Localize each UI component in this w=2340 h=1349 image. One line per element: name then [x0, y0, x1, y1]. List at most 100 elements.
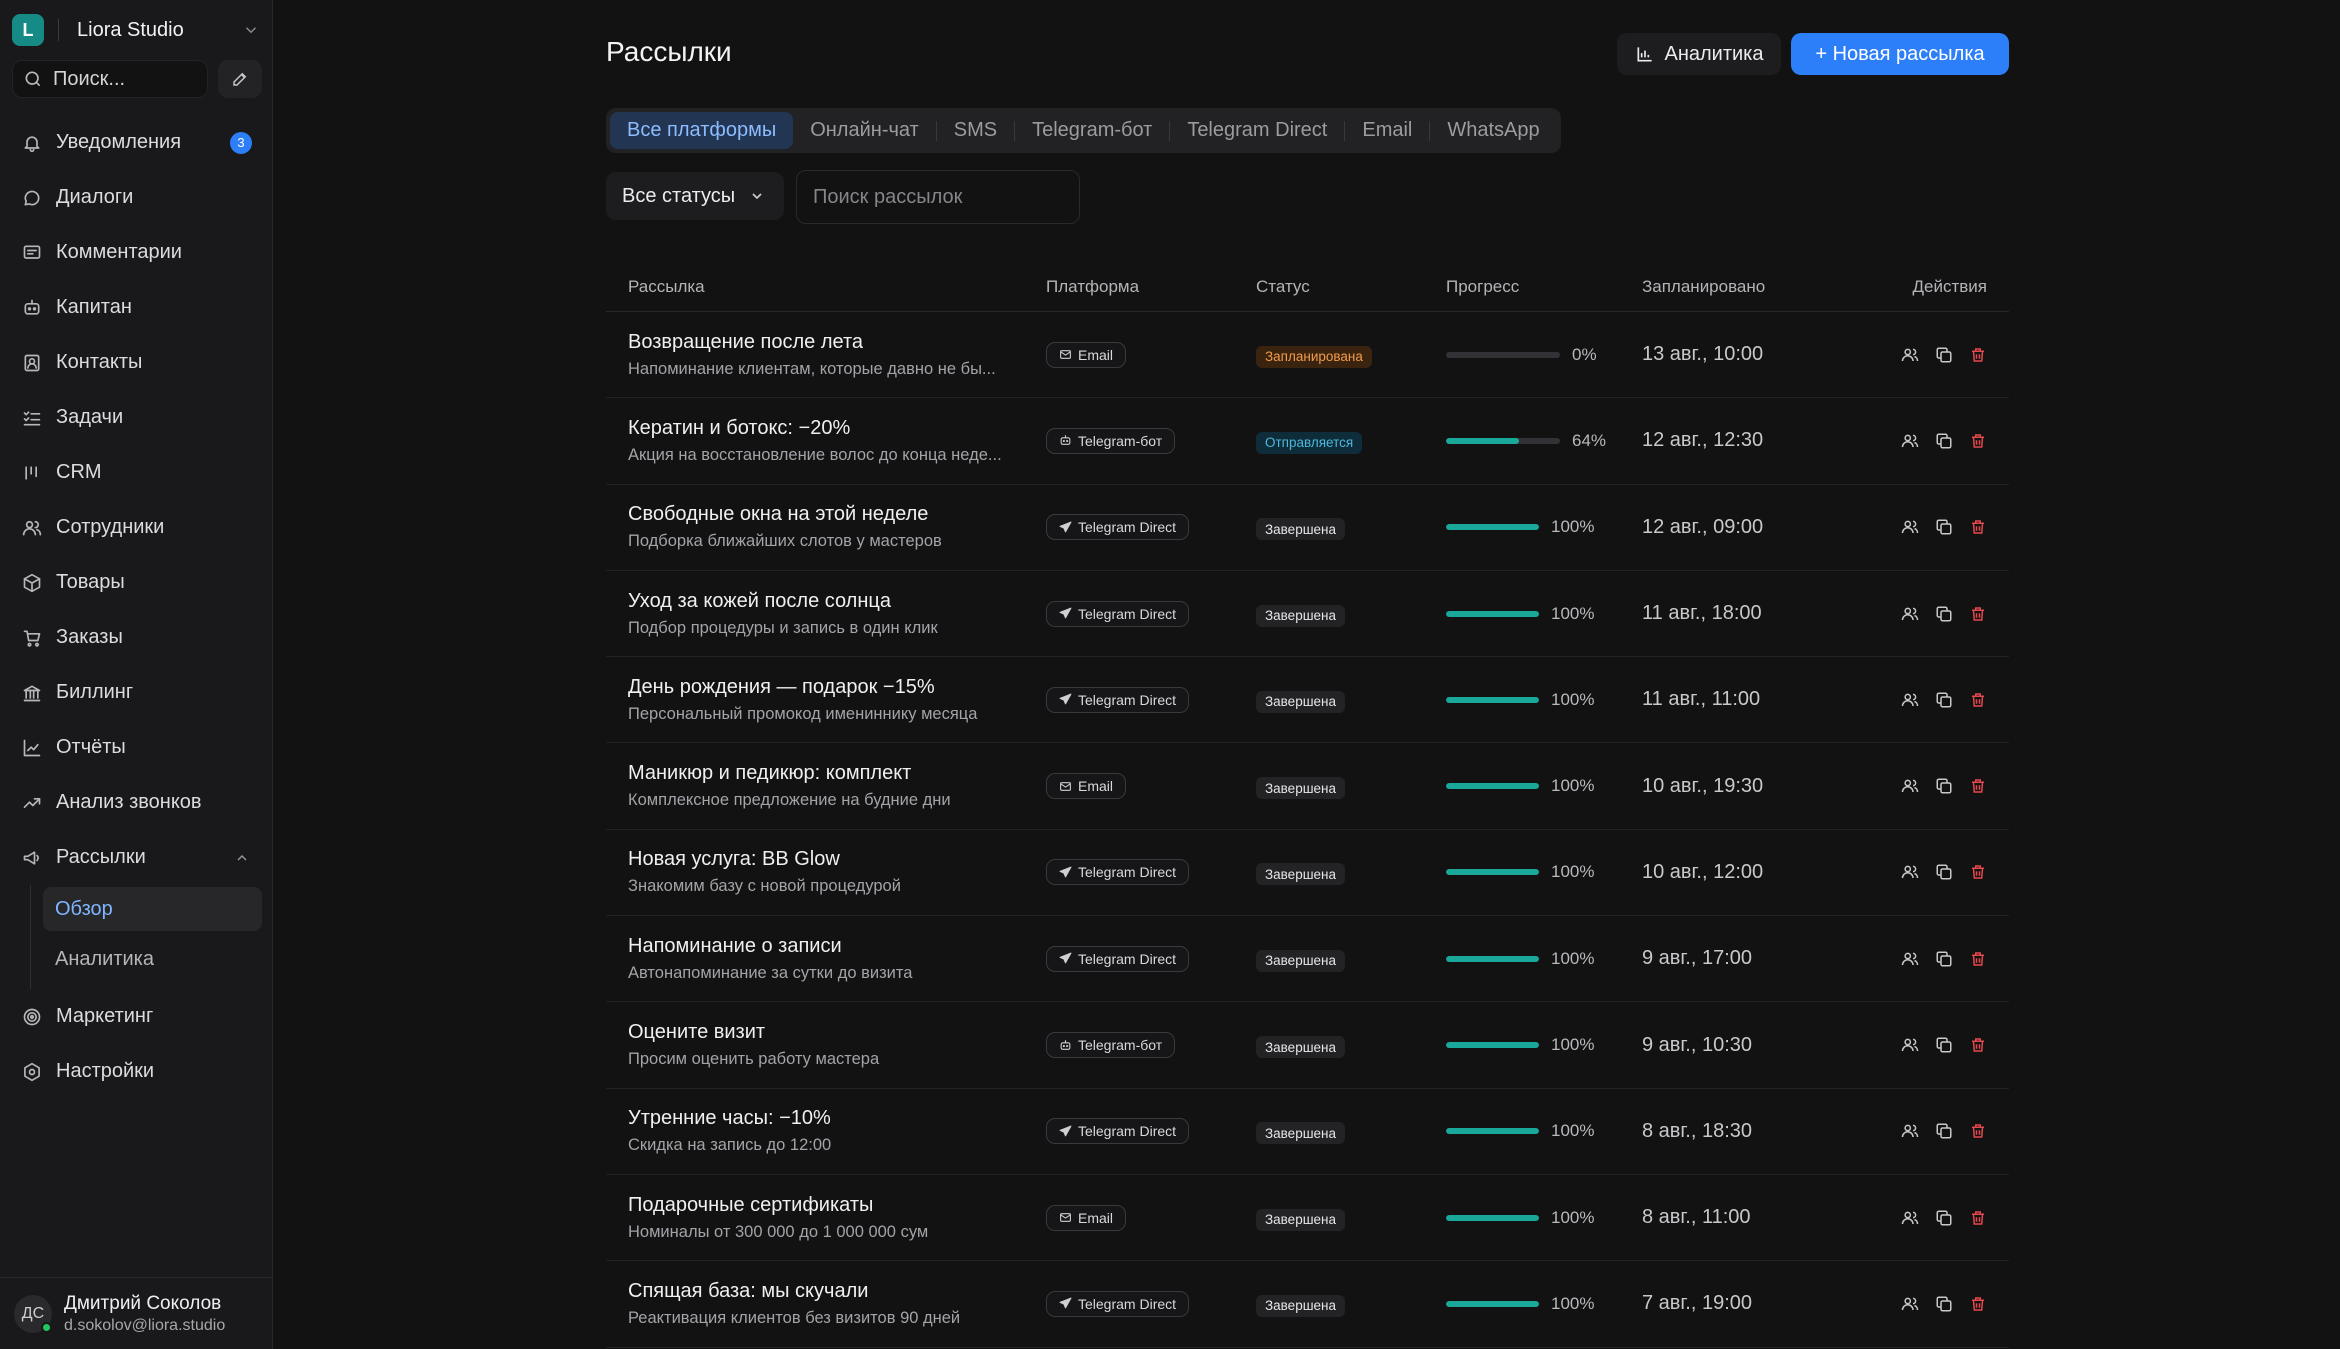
scheduled-date: 12 авг., 12:30 [1642, 429, 1764, 452]
status-badge: Завершена [1256, 1208, 1346, 1231]
duplicate-icon[interactable] [1935, 950, 1953, 968]
status-filter-dropdown[interactable]: Все статусы [606, 172, 784, 220]
profile-name: Дмитрий Соколов [64, 1292, 222, 1314]
table-row[interactable]: Напоминание о записи Автонапоминание за с… [606, 916, 2009, 1003]
duplicate-icon[interactable] [1935, 1209, 1953, 1227]
trash-icon[interactable] [1969, 691, 1987, 709]
recipients-icon[interactable] [1901, 1295, 1919, 1313]
tab-platform-2[interactable]: SMS [953, 119, 998, 141]
sidebar-item-4[interactable]: Контакты [12, 335, 262, 390]
sidebar-item-1[interactable]: Диалоги [12, 170, 262, 225]
submenu-item-1[interactable]: Аналитика [55, 947, 154, 970]
recipients-icon[interactable] [1901, 432, 1919, 450]
workspace-switcher[interactable]: L Liora Studio [12, 12, 260, 48]
sidebar-nav: Уведомления 3 Диалоги Комментарии Капитан Кон… [12, 115, 262, 1099]
trash-icon[interactable] [1969, 950, 1987, 968]
sidebar-item-7[interactable]: Сотрудники [12, 500, 262, 555]
table-row[interactable]: Спящая база: мы скучали Реактивация клиен… [606, 1261, 2009, 1348]
recipients-icon[interactable] [1901, 605, 1919, 623]
table-row[interactable]: Свободные окна на этой неделе Подборка бл… [606, 485, 2009, 571]
online-status-dot [41, 1321, 52, 1333]
platform-cell: Telegram-бот [1046, 427, 1256, 454]
duplicate-icon[interactable] [1935, 1122, 1953, 1140]
sidebar-item-11[interactable]: Отчёты [12, 720, 262, 775]
campaign-description: Подбор процедуры и запись в один клик [628, 618, 938, 637]
sidebar-item-label: Рассылки [56, 846, 146, 868]
status-cell: Запланирована [1256, 342, 1446, 368]
table-row[interactable]: Подарочные сертификаты Номиналы от 300 00… [606, 1175, 2009, 1262]
sidebar-item-5[interactable]: Задачи [12, 390, 262, 445]
tab-platform-1[interactable]: Онлайн-чат [810, 119, 919, 141]
trash-icon[interactable] [1969, 432, 1987, 450]
recipients-icon[interactable] [1901, 1209, 1919, 1227]
trash-icon[interactable] [1969, 777, 1987, 795]
trash-icon[interactable] [1969, 605, 1987, 623]
trash-icon[interactable] [1969, 1209, 1987, 1227]
sidebar-search[interactable]: Поиск... [12, 60, 208, 98]
recipients-icon[interactable] [1901, 518, 1919, 536]
duplicate-icon[interactable] [1935, 518, 1953, 536]
campaign-search-input[interactable] [796, 170, 1080, 224]
table-row[interactable]: Возвращение после лета Напоминание клиент… [606, 312, 2009, 399]
trash-icon[interactable] [1969, 346, 1987, 364]
table-row[interactable]: Кератин и ботокс: −20% Акция на восстанов… [606, 398, 2009, 485]
recipients-icon[interactable] [1901, 1036, 1919, 1054]
trash-icon[interactable] [1969, 1122, 1987, 1140]
sidebar-item-0[interactable]: Уведомления 3 [12, 115, 262, 170]
duplicate-icon[interactable] [1935, 1036, 1953, 1054]
compose-button[interactable] [218, 60, 262, 98]
sidebar-item-15[interactable]: Настройки [12, 1044, 262, 1099]
sidebar-item-14[interactable]: Маркетинг [12, 989, 262, 1044]
sidebar-item-9[interactable]: Заказы [12, 610, 262, 665]
recipients-icon[interactable] [1901, 346, 1919, 364]
tab-platform-6[interactable]: WhatsApp [1447, 119, 1540, 141]
user-profile[interactable]: ДС Дмитрий Соколов d.sokolov@liora.studi… [0, 1277, 273, 1349]
duplicate-icon[interactable] [1935, 863, 1953, 881]
analytics-button[interactable]: Аналитика [1617, 33, 1781, 75]
table-row[interactable]: День рождения — подарок −15% Персональный… [606, 657, 2009, 744]
mail-icon [1060, 1213, 1071, 1222]
duplicate-icon[interactable] [1935, 777, 1953, 795]
table-row[interactable]: Маникюр и педикюр: комплект Комплексное п… [606, 743, 2009, 830]
trash-icon[interactable] [1969, 1295, 1987, 1313]
sidebar-item-3[interactable]: Капитан [12, 280, 262, 335]
sidebar: L Liora Studio Поиск... Уведомления 3 Диал… [0, 0, 273, 1349]
recipients-icon[interactable] [1901, 691, 1919, 709]
tab-platform-5[interactable]: Email [1362, 119, 1413, 141]
tab-platform-3[interactable]: Telegram-бот [1032, 119, 1153, 141]
sidebar-item-12[interactable]: Анализ звонков [12, 775, 262, 830]
duplicate-icon[interactable] [1935, 605, 1953, 623]
sidebar-item-label: Анализ звонков [56, 791, 202, 813]
trash-icon[interactable] [1969, 1036, 1987, 1054]
trash-icon[interactable] [1969, 863, 1987, 881]
table-row[interactable]: Оцените визит Просим оценить работу масте… [606, 1002, 2009, 1089]
duplicate-icon[interactable] [1935, 1295, 1953, 1313]
sidebar-item-6[interactable]: CRM [12, 445, 262, 500]
sidebar-item-13[interactable]: Рассылки [12, 830, 262, 885]
sidebar-item-8[interactable]: Товары [12, 555, 262, 610]
duplicate-icon[interactable] [1935, 432, 1953, 450]
recipients-icon[interactable] [1901, 950, 1919, 968]
table-row[interactable]: Утренние часы: −10% Скидка на запись до 1… [606, 1089, 2009, 1175]
table-row[interactable]: Новая услуга: BB Glow Знакомим базу с нов… [606, 830, 2009, 917]
trash-icon[interactable] [1969, 518, 1987, 536]
recipients-icon[interactable] [1901, 863, 1919, 881]
duplicate-icon[interactable] [1935, 691, 1953, 709]
submenu-item-0[interactable]: Обзор [43, 887, 262, 931]
platform-badge: Telegram-бот [1046, 427, 1176, 454]
column-header: Прогресс [1446, 276, 1520, 296]
contacts-icon [24, 354, 40, 371]
sidebar-item-10[interactable]: Биллинг [12, 665, 262, 720]
recipients-icon[interactable] [1901, 1122, 1919, 1140]
tab-platform-4[interactable]: Telegram Direct [1187, 119, 1328, 141]
progress-fill [1446, 610, 1539, 617]
duplicate-icon[interactable] [1935, 346, 1953, 364]
tab-platform-0[interactable]: Все платформы [610, 112, 794, 149]
bot-icon [1060, 1039, 1071, 1050]
recipients-icon[interactable] [1901, 777, 1919, 795]
sidebar-item-2[interactable]: Комментарии [12, 225, 262, 280]
table-row[interactable]: Уход за кожей после солнца Подбор процеду… [606, 571, 2009, 658]
progress-fill [1446, 869, 1539, 876]
tab-divider [935, 120, 937, 141]
new-campaign-button[interactable]: + Новая рассылка [1791, 33, 2009, 75]
